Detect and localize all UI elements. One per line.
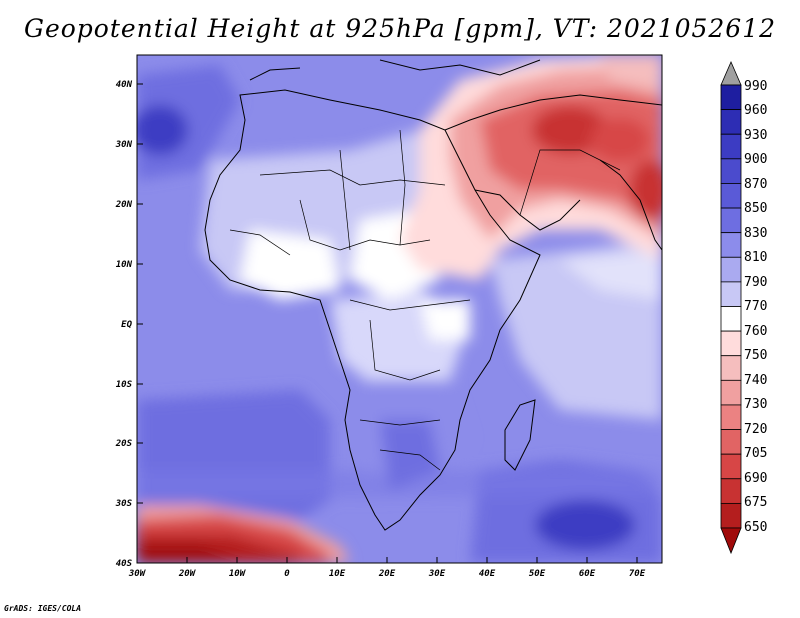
colorbar-label: 675: [744, 495, 767, 510]
lon-label-10e: 10E: [329, 569, 346, 579]
colorbar-label: 850: [744, 201, 767, 216]
colorbar-label: 720: [744, 422, 767, 437]
lon-label-20w: 20W: [178, 569, 197, 579]
colorbar: 990 960 930 900 870 850 830 810 790 770 …: [720, 60, 767, 555]
colorbar-cell: [720, 232, 742, 258]
colorbar-bottom-arrow: [720, 527, 742, 555]
colorbar-label: 790: [744, 275, 767, 290]
colorbar-cell: [720, 404, 742, 430]
colorbar-cell: [720, 109, 742, 135]
colorbar-cell: [720, 355, 742, 381]
colorbar-label: 870: [744, 177, 767, 192]
lon-label-30w: 30W: [128, 569, 147, 579]
plot-frame: [136, 54, 663, 564]
colorbar-cell: [720, 281, 742, 307]
colorbar-label: 990: [744, 79, 767, 94]
lat-label-10n: 10N: [116, 260, 133, 270]
colorbar-label: 770: [744, 299, 767, 314]
colorbar-cell: [720, 183, 742, 209]
country-borders: [229, 129, 621, 471]
colorbar-cell: [720, 453, 742, 480]
colorbar-cell: [720, 502, 742, 529]
colorbar-cell: [720, 84, 742, 111]
lon-axis: 30W 20W 10W 0 10E 20E 30E 40E 50E 60E 70…: [128, 557, 646, 579]
lon-label-40e: 40E: [479, 569, 496, 579]
lon-label-30e: 30E: [428, 569, 446, 579]
colorbar-label: 650: [744, 520, 767, 535]
lat-label-30s: 30S: [115, 499, 133, 509]
colorbar-cell: [720, 207, 742, 234]
colorbar-label: 690: [744, 471, 767, 486]
colorbar-label: 740: [744, 373, 767, 388]
lon-label-10w: 10W: [229, 569, 247, 579]
colorbar-label: 730: [744, 397, 767, 412]
colorbar-label: 760: [744, 324, 767, 339]
chart-title: Geopotential Height at 925hPa [gpm], VT:…: [23, 14, 777, 43]
lon-label-20e: 20E: [378, 569, 396, 579]
lon-label-70e: 70E: [629, 569, 646, 579]
colorbar-label: 810: [744, 250, 767, 265]
coastlines: [204, 59, 662, 531]
lon-label-60e: 60E: [579, 569, 596, 579]
colorbar-top-arrow: [720, 60, 742, 86]
colorbar-cell: [720, 429, 742, 455]
colorbar-label: 750: [744, 348, 767, 363]
lon-label-0: 0: [284, 569, 290, 579]
colorbar-cell: [720, 379, 742, 406]
lat-label-10s: 10S: [116, 380, 133, 390]
lat-label-20n: 20N: [115, 200, 133, 210]
colorbar-label: 960: [744, 103, 767, 118]
lat-label-40n: 40N: [116, 80, 133, 90]
lat-axis: 40N 30N 20N 10N EQ 10S 20S 30S 40S: [115, 80, 143, 569]
lat-label-40s: 40S: [116, 559, 133, 569]
lat-label-eq: EQ: [121, 320, 132, 330]
colorbar-cells: [720, 84, 742, 529]
map-plot-area: [137, 55, 662, 563]
colorbar-label: 830: [744, 226, 767, 241]
lat-label-30n: 30N: [115, 140, 133, 150]
colorbar-label: 705: [744, 446, 767, 461]
colorbar-cell: [720, 158, 742, 184]
colorbar-cell: [720, 133, 742, 160]
colorbar-label: 930: [744, 128, 767, 143]
colorbar-cell: [720, 256, 742, 283]
colorbar-cell: [720, 306, 742, 332]
colorbar-label: 900: [744, 152, 767, 167]
lat-label-20s: 20S: [115, 439, 133, 449]
colorbar-cell: [720, 330, 742, 357]
colorbar-cell: [720, 478, 742, 504]
credit-text: GrADS: IGES/COLA: [4, 604, 82, 613]
lon-label-50e: 50E: [529, 569, 546, 579]
